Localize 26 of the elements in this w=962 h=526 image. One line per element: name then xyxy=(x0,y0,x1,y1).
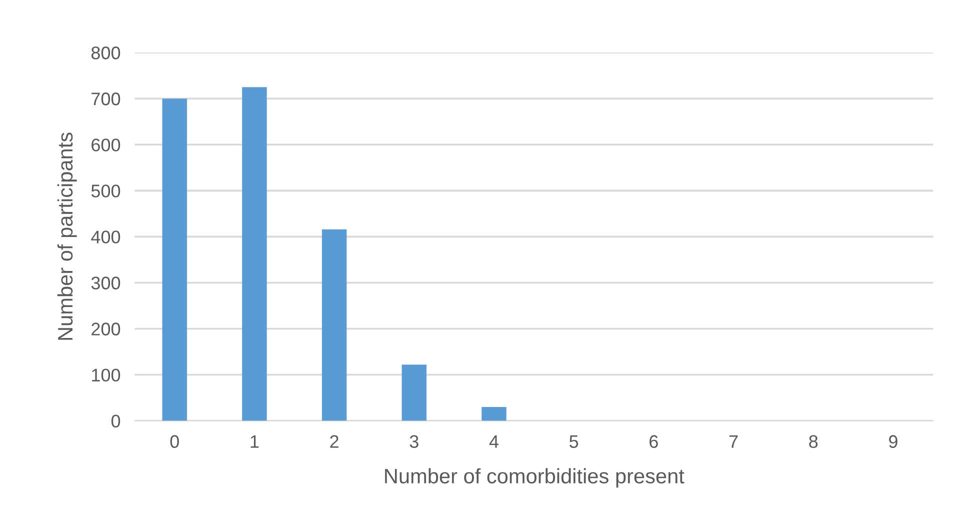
x-tick-label: 1 xyxy=(250,435,259,448)
bar xyxy=(482,406,506,421)
x-tick-label: 2 xyxy=(330,435,338,448)
x-tick-label: 4 xyxy=(489,435,498,448)
y-tick-label: 100 xyxy=(92,368,120,382)
bar xyxy=(242,87,267,421)
x-tick-label: 5 xyxy=(570,435,578,448)
y-tick-label: 500 xyxy=(91,184,120,198)
x-tick-label: 8 xyxy=(809,435,818,448)
y-tick-label: 200 xyxy=(92,322,120,336)
x-tick-label: 9 xyxy=(889,435,898,448)
x-axis-title: Number of comorbidities present xyxy=(385,468,684,488)
y-tick-label: 400 xyxy=(91,230,120,244)
y-tick-label: 0 xyxy=(111,414,120,428)
x-tick-label: 7 xyxy=(729,435,738,448)
y-axis-title: Number of participants xyxy=(57,132,77,340)
y-tick-label: 700 xyxy=(92,92,120,106)
bar xyxy=(162,98,187,421)
bar xyxy=(322,229,347,421)
y-tick-label: 600 xyxy=(92,138,120,152)
bar xyxy=(402,364,427,421)
x-tick-label: 6 xyxy=(650,435,658,448)
y-tick-label: 300 xyxy=(91,276,120,290)
x-tick-label: 3 xyxy=(410,435,418,448)
x-tick-label: 0 xyxy=(170,435,179,448)
y-tick-label: 800 xyxy=(91,46,120,60)
